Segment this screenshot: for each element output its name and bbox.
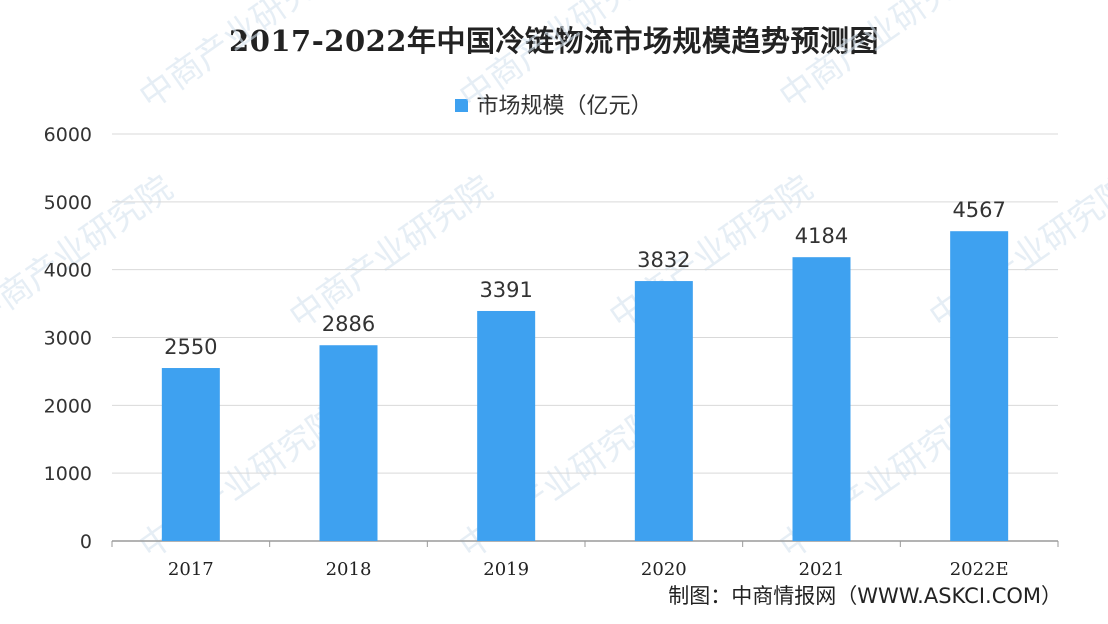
- bar-2021: [792, 257, 851, 541]
- bar-2019: [477, 310, 536, 541]
- y-tick-label: 6000: [44, 124, 92, 146]
- bar-2018: [319, 345, 378, 541]
- bar-2017: [161, 368, 220, 541]
- data-label-2017: 2550: [164, 335, 217, 359]
- data-label-2019: 3391: [479, 278, 532, 302]
- y-tick-label: 3000: [44, 328, 92, 350]
- x-tick-label-2019: 2019: [483, 559, 529, 580]
- bar-2020: [634, 281, 693, 541]
- y-tick-label: 0: [80, 531, 92, 553]
- y-tick-label: 5000: [44, 192, 92, 214]
- grid-lines: [111, 133, 1059, 547]
- y-tick-label: 1000: [44, 463, 92, 485]
- x-tick-label-2022E: 2022E: [950, 559, 1009, 580]
- data-label-2022E: 4567: [952, 198, 1005, 222]
- x-tick-label-2020: 2020: [641, 559, 687, 580]
- data-label-2020: 3832: [637, 248, 690, 272]
- data-labels: 2550 2886 3391 3832 4184 4567: [164, 198, 1006, 359]
- watermark-text: 中商产业研究院: [132, 398, 350, 567]
- chart-title: 2017-2022年中国冷链物流市场规模趋势预测图: [229, 24, 879, 58]
- watermark-text: 中商产业研究院: [282, 168, 500, 337]
- x-tick-label-2021: 2021: [799, 559, 845, 580]
- data-label-2021: 4184: [795, 224, 848, 248]
- watermark-text: 中商产业研究院: [0, 168, 180, 337]
- data-label-2018: 2886: [322, 312, 375, 336]
- bar-2022E: [950, 231, 1009, 541]
- bars: [161, 231, 1009, 541]
- x-tick-label-2018: 2018: [326, 559, 372, 580]
- watermark-text: 中商产业研究院: [602, 168, 820, 337]
- y-tick-label: 2000: [44, 395, 92, 417]
- x-tick-label-2017: 2017: [168, 559, 214, 580]
- watermark-text: 中商产业研究院: [772, 398, 990, 567]
- y-axis-ticks: 0 1000 2000 3000 4000 5000 6000: [44, 124, 92, 553]
- legend-swatch: [455, 99, 469, 112]
- legend: 市场规模（亿元）: [0, 88, 1108, 120]
- source-note: 制图：中商情报网（WWW.ASKCI.COM）: [668, 584, 1062, 608]
- y-tick-label: 4000: [44, 260, 92, 282]
- legend-label: 市场规模（亿元）: [476, 94, 653, 119]
- x-axis-ticks: 2017 2018 2019 2020 2021 2022E: [168, 559, 1009, 580]
- watermark-text: 中商产业研究院: [922, 168, 1108, 337]
- watermark-text: 中商产业研究院: [452, 398, 670, 567]
